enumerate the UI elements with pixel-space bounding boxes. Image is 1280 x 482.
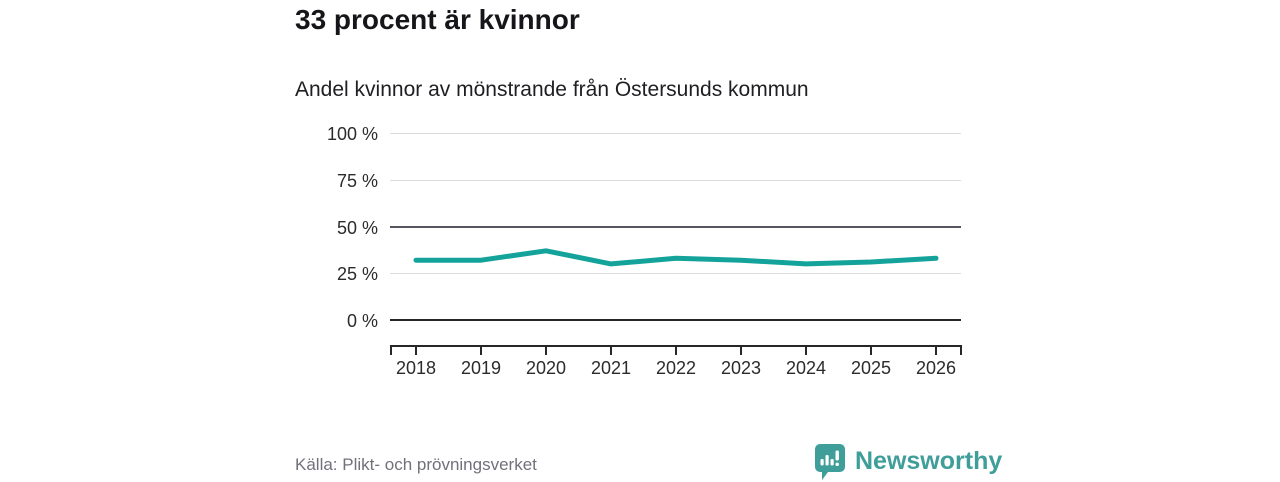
x-tick-label-2020: 2020 <box>525 358 567 378</box>
x-tick-label-2021: 2021 <box>590 358 632 378</box>
x-tick-label-2022: 2022 <box>655 358 697 378</box>
x-tick-2024 <box>805 347 807 355</box>
chart-subtitle: Andel kvinnor av mönstrande från Östersu… <box>295 78 809 101</box>
x-tick-2020 <box>545 347 547 355</box>
line-series-svg <box>413 248 939 267</box>
x-tick-2019 <box>480 347 482 355</box>
plot-area: 0 % 25 % 50 % 75 % 100 % <box>327 124 961 331</box>
x-tick-2026 <box>935 347 937 355</box>
gridline-50 <box>390 226 961 228</box>
x-tick-2018 <box>415 347 417 355</box>
x-tick-2021 <box>610 347 612 355</box>
y-tick-label: 75 % <box>336 171 378 191</box>
x-tick-label-2026: 2026 <box>915 358 957 378</box>
gridline-25 <box>390 273 961 274</box>
x-tick-2025 <box>870 347 872 355</box>
x-axis-line <box>390 345 962 347</box>
x-tick-label-2018: 2018 <box>395 358 437 378</box>
data-line <box>413 248 939 267</box>
y-tick-label: 25 % <box>336 264 378 284</box>
newsworthy-wordmark: Newsworthy <box>855 447 1003 475</box>
x-tick-2022 <box>675 347 677 355</box>
gridline-100 <box>390 133 961 134</box>
page-title: 33 procent är kvinnor <box>295 4 580 35</box>
y-tick-label: 100 % <box>326 124 378 144</box>
newsworthy-bubble-chart-icon <box>815 444 845 480</box>
x-tick-label-2019: 2019 <box>460 358 502 378</box>
y-tick-label: 50 % <box>336 218 378 238</box>
x-tick-label-2023: 2023 <box>720 358 762 378</box>
gridline-75 <box>390 180 961 181</box>
source-note: Källa: Plikt- och prövningsverket <box>295 455 537 474</box>
x-tick-label-2024: 2024 <box>785 358 827 378</box>
newsworthy-logo: Newsworthy <box>815 444 1002 482</box>
x-tick-label-2025: 2025 <box>850 358 892 378</box>
x-tick-2023 <box>740 347 742 355</box>
axis-edge-tick <box>390 347 392 355</box>
gridline-0 <box>390 319 961 321</box>
axis-edge-tick <box>960 347 962 355</box>
y-tick-label: 0 % <box>346 311 378 331</box>
x-axis: 2018 2019 2020 2021 2022 2023 2024 2025 2026 <box>390 345 962 385</box>
